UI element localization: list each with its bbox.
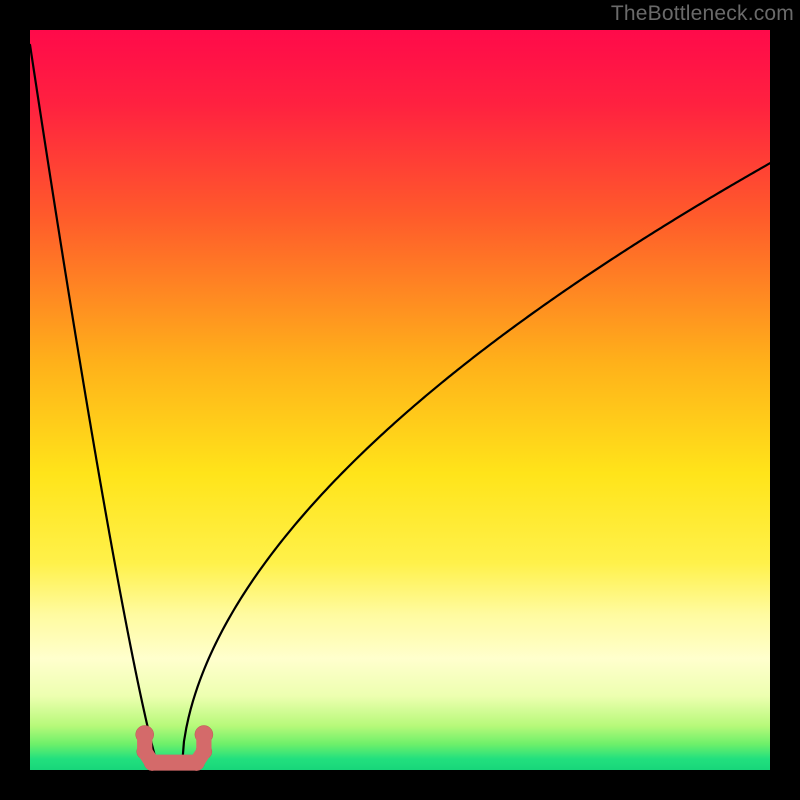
curve-marker-link	[145, 752, 152, 763]
chart-container: TheBottleneck.com	[0, 0, 800, 800]
watermark-text: TheBottleneck.com	[611, 2, 794, 26]
curve-marker-link	[197, 752, 204, 763]
bottleneck-chart	[0, 0, 800, 800]
